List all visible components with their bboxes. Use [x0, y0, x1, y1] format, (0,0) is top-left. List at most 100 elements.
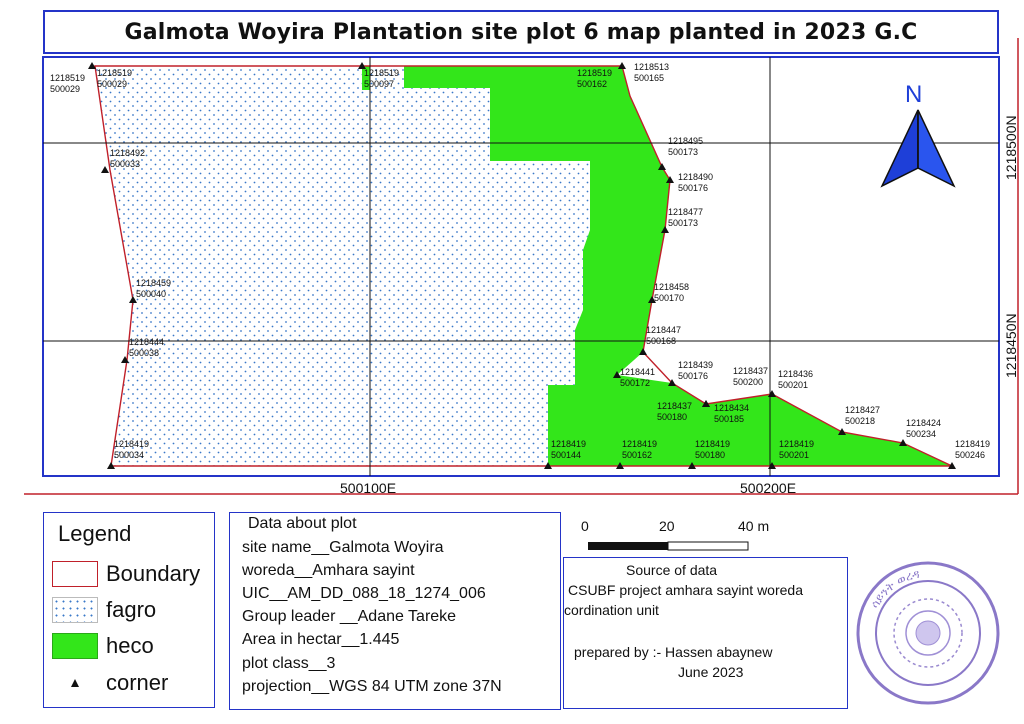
corner-marker: [768, 390, 776, 397]
corner-marker: [616, 462, 624, 469]
corner-marker: [948, 462, 956, 469]
corner-easting-label: 500176: [678, 371, 708, 381]
source-panel: Source of data CSUBF project amhara sayi…: [563, 557, 848, 709]
corner-marker: [838, 428, 846, 435]
plot-info-panel: Data about plot site name__Galmota Woyir…: [229, 512, 561, 710]
corner-easting-label: 500218: [845, 416, 875, 426]
fagro-area: [95, 66, 590, 466]
corner-easting-label: 500201: [778, 380, 808, 390]
corner-northing-label: 1218437: [733, 366, 768, 376]
source-heading: Source of data: [626, 562, 718, 578]
legend-title: Legend: [58, 521, 132, 546]
corner-marker: [107, 462, 115, 469]
corner-marker: [666, 176, 674, 183]
corner-marker: [702, 400, 710, 407]
corner-easting-label: 500162: [577, 79, 607, 89]
corner-northing-label: 1218495: [668, 136, 703, 146]
boundary-swatch: [52, 561, 98, 587]
corner-northing-label: 1218447: [646, 325, 681, 335]
plot-info-line: Group leader __Adane Tareke: [242, 608, 457, 625]
corner-northing-label: 1218419: [955, 439, 990, 449]
legend-label: Boundary: [106, 561, 201, 586]
plot-info-line: site name__Galmota Woyira: [242, 539, 444, 556]
official-stamp: ሳይንት ወረዳ: [856, 561, 1000, 705]
corner-northing-label: 1218477: [668, 207, 703, 217]
north-arrow-icon: [880, 109, 956, 188]
corner-marker: [899, 439, 907, 446]
plot-info-line: UIC__AM_DD_088_18_1274_006: [242, 585, 486, 602]
corner-marker: [661, 226, 669, 233]
corner-marker: [648, 296, 656, 303]
legend-panel: Legend Boundary fagro heco corner: [43, 512, 215, 708]
corner-northing-label: 1218419: [695, 439, 730, 449]
corner-northing-label: 1218419: [114, 439, 149, 449]
corner-easting-label: 500201: [779, 450, 809, 460]
scale-tick: 0: [581, 518, 589, 534]
corner-northing-label: 1218419: [551, 439, 586, 449]
corner-northing-label: 1218424: [906, 418, 941, 428]
corner-northing-label: 1218434: [714, 403, 749, 413]
corner-easting-label: 500246: [955, 450, 985, 460]
easting-label: 500200E: [740, 480, 796, 496]
map-title: Galmota Woyira Plantation site plot 6 ma…: [43, 10, 999, 54]
plot-info-line: plot class__3: [242, 655, 336, 672]
corner-easting-label: 500173: [668, 218, 698, 228]
corner-easting-label: 500034: [114, 450, 144, 460]
corner-easting-label: 500176: [678, 183, 708, 193]
grid-lines: [43, 57, 999, 476]
corner-northing-label: 1218444: [129, 337, 164, 347]
scale-bar: [588, 541, 749, 551]
corner-easting-label: 500185: [714, 414, 744, 424]
easting-label: 500100E: [340, 480, 396, 496]
corner-northing-label: 1218419: [622, 439, 657, 449]
northing-label: 1218500N: [1003, 115, 1019, 180]
corner-easting-label: 500040: [136, 289, 166, 299]
north-label: N: [905, 81, 922, 108]
corner-easting-label: 500144: [551, 450, 581, 460]
corner-easting-label: 500173: [668, 147, 698, 157]
corner-easting-label: 500168: [646, 336, 676, 346]
corner-northing-label: 1218492: [110, 148, 145, 158]
source-line: CSUBF project amhara sayint woreda: [568, 582, 803, 598]
legend-label: heco: [106, 633, 154, 658]
corner-marker: [618, 62, 626, 69]
corner-marker: [658, 163, 666, 170]
corner-points: 1218519500029121851950002912185195000971…: [50, 62, 990, 469]
corner-easting-label: 500180: [695, 450, 725, 460]
corner-easting-label: 500172: [620, 378, 650, 388]
corner-northing-label: 1218441: [620, 367, 655, 377]
corner-northing-label: 1218439: [678, 360, 713, 370]
corner-northing-label: 1218519: [50, 73, 85, 83]
corner-easting-label: 500165: [634, 73, 664, 83]
legend-item-corner: corner: [52, 668, 168, 698]
corner-northing-label: 1218437: [657, 401, 692, 411]
northing-label: 1218450N: [1003, 313, 1019, 378]
scale-tick: 40 m: [738, 518, 770, 534]
corner-marker: [768, 462, 776, 469]
corner-easting-label: 500097: [364, 79, 394, 89]
corner-northing-label: 1218458: [654, 282, 689, 292]
corner-easting-label: 500180: [657, 412, 687, 422]
corner-easting-label: 500200: [733, 377, 763, 387]
corner-northing-label: 1218519: [364, 68, 399, 78]
corner-marker: [688, 462, 696, 469]
corner-easting-label: 500029: [97, 79, 127, 89]
corner-easting-label: 500038: [129, 348, 159, 358]
plot-info-line: projection__WGS 84 UTM zone 37N: [242, 678, 502, 695]
corner-icon: [52, 670, 98, 696]
corner-marker: [358, 62, 366, 69]
legend-item-boundary: Boundary: [52, 559, 200, 589]
corner-marker: [668, 379, 676, 386]
corner-marker: [101, 166, 109, 173]
prepared-date: June 2023: [678, 664, 744, 680]
corner-easting-label: 500162: [622, 450, 652, 460]
scale-tick: 20: [659, 518, 675, 534]
heco-swatch: [52, 633, 98, 659]
corner-northing-label: 1218419: [779, 439, 814, 449]
corner-easting-label: 500170: [654, 293, 684, 303]
legend-item-heco: heco: [52, 631, 154, 661]
plot-info-heading: Data about plot: [248, 515, 357, 532]
heco-area: [362, 66, 370, 90]
corner-marker: [639, 348, 647, 355]
